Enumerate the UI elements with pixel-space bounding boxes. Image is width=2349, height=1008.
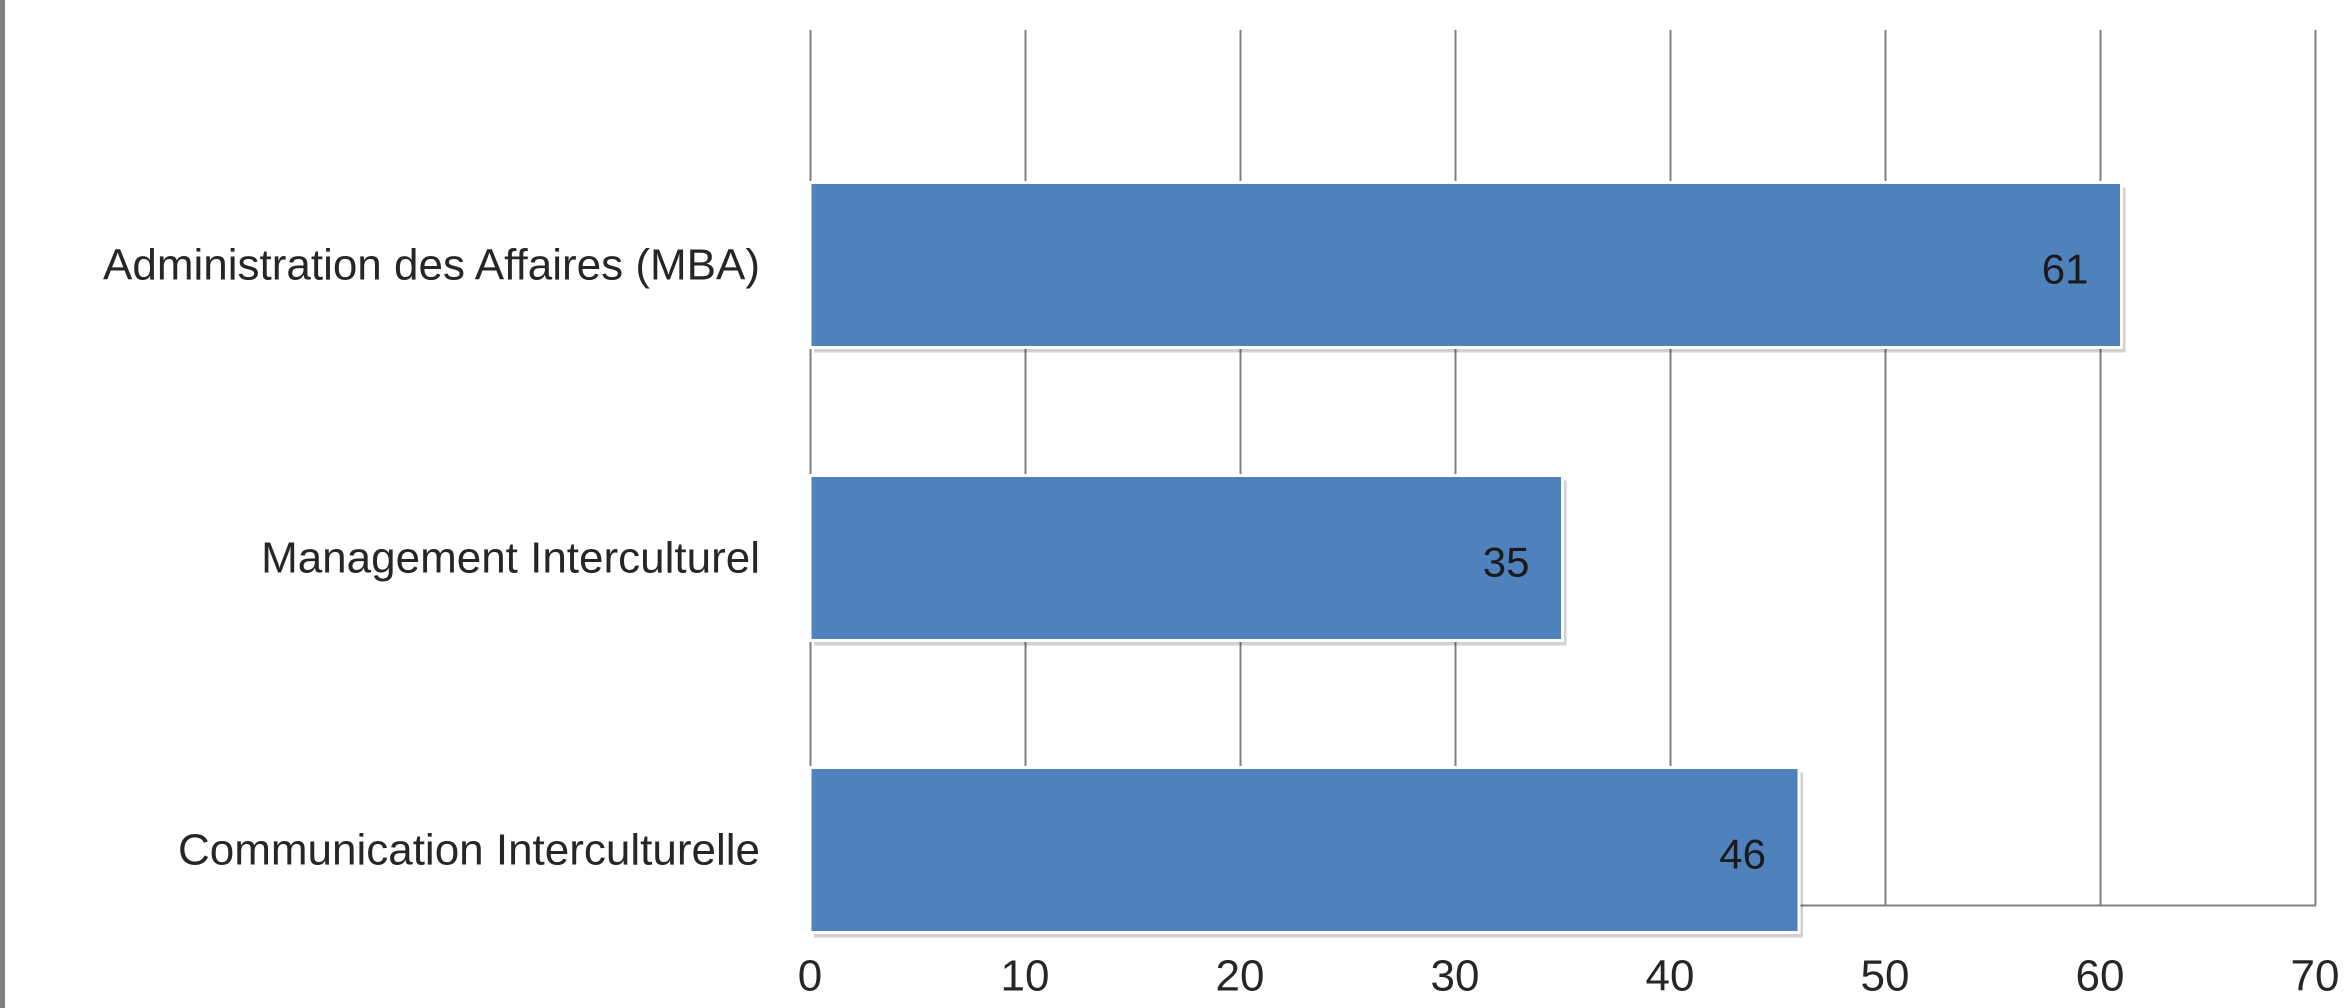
grid-lines — [1024, 30, 2317, 905]
x-tick-label-0: 0 — [798, 952, 822, 1001]
category-labels: Administration des Affaires (MBA) Managem… — [103, 241, 760, 875]
bar-administration-des-affaires-mba — [808, 181, 2123, 349]
x-tick-label-10: 10 — [1001, 952, 1050, 1001]
data-label-management-interculturel: 35 — [1483, 539, 1530, 586]
x-tick-label-20: 20 — [1216, 952, 1265, 1001]
x-tick-labels: 0 10 20 30 40 50 60 70 — [798, 952, 2340, 1001]
category-label-management-interculturel: Management Interculturel — [261, 534, 760, 583]
x-tick-label-40: 40 — [1646, 952, 1695, 1001]
left-frame-border — [0, 0, 5, 1008]
data-label-administration-des-affaires-mba: 61 — [2042, 246, 2089, 293]
x-tick-label-70: 70 — [2291, 952, 2340, 1001]
category-label-administration-des-affaires-mba: Administration des Affaires (MBA) — [103, 241, 760, 290]
data-labels: 61 35 46 — [1483, 246, 2089, 878]
category-label-communication-interculturelle: Communication Interculturelle — [178, 826, 760, 875]
bars — [808, 181, 2126, 938]
bar-management-interculturel — [808, 474, 1564, 642]
x-tick-label-50: 50 — [1861, 952, 1910, 1001]
x-tick-label-30: 30 — [1431, 952, 1480, 1001]
data-label-communication-interculturelle: 46 — [1719, 831, 1766, 878]
x-tick-label-60: 60 — [2076, 952, 2125, 1001]
bar-communication-interculturelle — [808, 766, 1801, 934]
